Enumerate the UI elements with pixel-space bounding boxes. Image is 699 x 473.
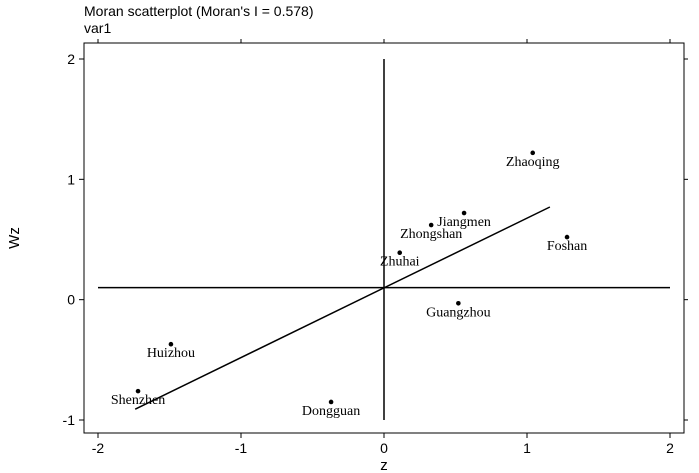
point-label: Zhuhai — [380, 255, 420, 270]
x-tick-label: -1 — [235, 440, 248, 456]
data-point — [461, 210, 467, 216]
data-point — [328, 399, 334, 405]
regression-line-group — [134, 206, 551, 410]
point-label: Foshan — [547, 239, 587, 254]
point-label: Dongguan — [302, 404, 360, 419]
y-axis-ticks: -1 0 1 2 — [63, 51, 688, 428]
point-label: Jiangmen — [437, 215, 491, 230]
x-tick-label: 0 — [380, 440, 388, 456]
point-label: Guangzhou — [426, 305, 491, 320]
data-point — [530, 150, 536, 156]
y-axis-label: Wz — [6, 227, 23, 249]
chart-title: Moran scatterplot (Moran's I = 0.578) — [84, 3, 314, 19]
x-axis-ticks: -2 -1 0 1 2 — [92, 39, 674, 456]
point-label: Zhaoqing — [506, 155, 560, 170]
data-point — [135, 388, 141, 394]
data-point — [428, 222, 434, 228]
data-point — [168, 341, 174, 347]
regression-line — [134, 206, 551, 410]
x-axis-label: z — [380, 457, 388, 473]
y-tick-label: -1 — [63, 412, 76, 428]
x-tick-label: -2 — [92, 440, 105, 456]
y-tick-label: 2 — [67, 51, 75, 67]
x-tick-label: 2 — [666, 440, 674, 456]
chart-subtitle: var1 — [84, 20, 111, 36]
data-point — [456, 300, 461, 306]
point-label: Shenzhen — [111, 393, 165, 408]
y-tick-label: 0 — [67, 292, 75, 308]
y-tick-label: 1 — [67, 171, 75, 187]
data-point — [564, 234, 570, 240]
point-label: Huizhou — [147, 346, 195, 361]
point-label: Zhongshan — [400, 227, 462, 242]
x-tick-label: 1 — [523, 440, 531, 456]
data-point — [397, 250, 403, 256]
